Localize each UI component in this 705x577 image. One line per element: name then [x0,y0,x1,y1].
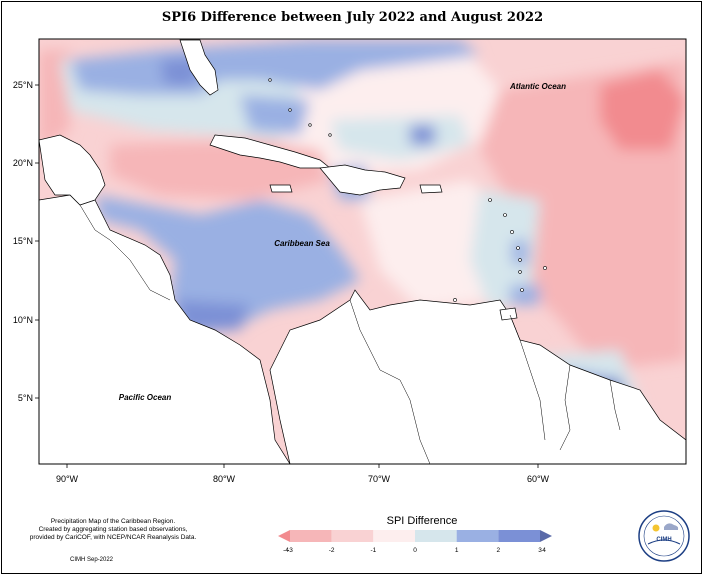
blue-region-windward [510,285,540,305]
west-red-region [39,50,70,150]
legend-swatch-4 [415,530,457,542]
lat-tick-10n: 10°N [13,315,33,325]
land-yucatan [39,134,106,206]
legend-title: SPI Difference [387,515,458,527]
land-puerto-rico [419,184,443,194]
caribbean-sea-label: Caribbean Sea [274,239,330,248]
map-border [38,38,687,465]
country-borders [79,204,621,464]
island-1 [488,198,492,202]
legend-tick-label: 1 [455,547,459,554]
island-11 [288,108,292,112]
legend-tick-label: -3 [287,547,293,554]
lat-tick-5n: 5°N [18,393,33,403]
island-8 [543,266,547,270]
mid-blue-core-4 [410,125,435,145]
credits-line-1: Precipitation Map of the Caribbean Regio… [50,518,176,525]
legend-swatch-3 [373,530,415,542]
island-6 [518,270,522,274]
land-florida [179,39,219,96]
logo-inner-ring [643,515,685,557]
lon-tick-60w: 60°W [527,474,550,484]
land-cuba [209,134,331,169]
lon-tick-90w: 90°W [56,474,79,484]
map-title: SPI6 Difference between July 2022 and Au… [161,10,544,25]
border-central-america [79,204,171,301]
legend-swatch-0 [278,530,290,542]
logo-text: CIMH [656,537,671,543]
pacific-ocean-label: Pacific Ocean [119,393,172,402]
lat-tick-15n: 15°N [13,236,33,246]
land-trinidad [499,307,518,321]
legend-tick-label: -4 [283,547,289,554]
island-9 [453,298,457,302]
legend-tick-label: 4 [542,547,546,554]
island-13 [328,133,332,137]
island-10 [268,78,272,82]
axis-ticks [35,84,539,468]
atlantic-deep-red-2 [530,160,560,190]
wave-icon [647,539,681,545]
neutral-zone-antilles [470,190,540,310]
land-jamaica [269,184,293,193]
legend-swatch-5 [456,530,499,542]
island-3 [510,230,514,234]
legend-tick-label: -1 [370,547,376,554]
small-islands [268,78,547,302]
legend-tick-label: 2 [497,547,501,554]
spi-field [39,39,686,464]
island-2 [503,213,507,217]
lon-tick-80w: 80°W [213,474,236,484]
island-7 [520,288,524,292]
border-venezuela-guyana [509,314,546,441]
credits-block: Precipitation Map of the Caribbean Regio… [28,518,198,542]
lat-tick-20n: 20°N [13,158,33,168]
atlantic-ocean-label: Atlantic Ocean [509,82,566,91]
legend-swatch-1 [290,530,332,542]
credits-line-3: provided by CariCOF, with NCEP/NCAR Rean… [29,534,197,541]
coastlines [39,39,686,464]
island-12 [308,123,312,127]
credits-date: CIMH Sep-2022 [70,557,114,563]
legend-swatches [278,530,552,542]
lon-tick-70w: 70°W [368,474,391,484]
legend-tick-label: 3 [538,547,542,554]
legend-swatch-6 [498,530,540,542]
legend-swatch-7 [540,530,552,542]
legend-tick-label: 0 [413,547,417,554]
blue-region-cuba [240,95,310,135]
sun-icon [652,524,660,532]
blue-region-leewards [512,240,528,265]
legend-ticks: -4-3 -2 -1 0 1 2 3 4 [283,547,546,554]
lat-tick-25n: 25°N [13,80,33,90]
cimh-logo: CIMH [638,510,690,562]
credits-line-2: Created by aggregating station based obs… [38,526,188,533]
border-colombia-venezuela [349,299,431,464]
legend-tick-label: -2 [329,547,335,554]
land-hispaniola [319,164,406,196]
logo-ring [638,510,690,562]
border-suriname-guiana [609,379,621,431]
legend-swatch-2 [331,530,374,542]
island-4 [516,246,520,250]
cloud-icon [664,523,679,530]
land-south-america [269,289,686,464]
island-5 [518,258,522,262]
color-legend: SPI Difference -4-3 -2 -1 0 1 2 3 4 [278,515,552,554]
atlantic-deep-red-1 [600,70,686,150]
blue-region-caribbean [95,195,360,335]
border-guyana-suriname [559,364,571,451]
